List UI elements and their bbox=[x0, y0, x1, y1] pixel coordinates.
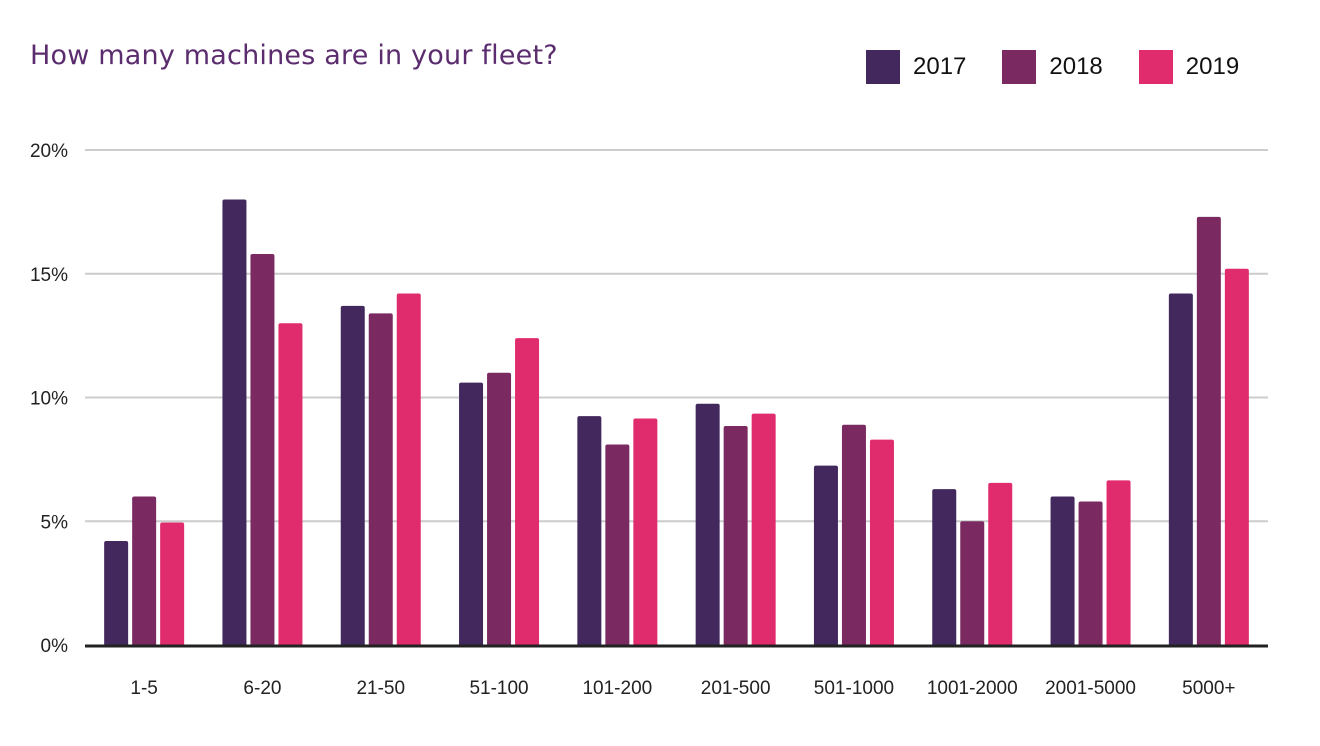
x-tick-label: 21-50 bbox=[356, 678, 405, 699]
x-tick-label: 5000+ bbox=[1182, 678, 1235, 699]
legend-item-2018: 2018 bbox=[1002, 50, 1103, 84]
legend-label-2019: 2019 bbox=[1185, 53, 1240, 80]
bar-2019-51-100 bbox=[515, 338, 540, 645]
x-tick-label: 101-200 bbox=[582, 678, 652, 699]
bar-2018-201-500 bbox=[723, 425, 748, 645]
bar-2018-6-20 bbox=[250, 253, 275, 645]
bar-2017-1-5 bbox=[104, 541, 129, 645]
y-tick-label: 10% bbox=[30, 389, 68, 410]
bar-2019-201-500 bbox=[751, 413, 776, 645]
bar-2017-6-20 bbox=[222, 199, 247, 645]
bar-2017-2001-5000 bbox=[1050, 496, 1075, 645]
bar-2019-6-20 bbox=[278, 323, 303, 645]
x-tick-label: 201-500 bbox=[701, 678, 771, 699]
chart-title: How many machines are in your fleet? bbox=[30, 40, 558, 71]
bar-2017-21-50 bbox=[340, 305, 365, 645]
legend-label-2017: 2017 bbox=[913, 53, 967, 80]
bar-2018-101-200 bbox=[605, 444, 630, 645]
bar-2019-21-50 bbox=[396, 293, 421, 645]
bar-2017-5000+ bbox=[1168, 293, 1193, 645]
bar-2019-5000+ bbox=[1224, 268, 1249, 645]
bar-2018-51-100 bbox=[487, 372, 512, 645]
legend: 2017 2018 2019 bbox=[866, 50, 1239, 84]
legend-swatch-2018 bbox=[1002, 50, 1037, 84]
bar-2017-101-200 bbox=[577, 416, 602, 645]
x-tick-label: 51-100 bbox=[469, 678, 528, 699]
x-tick-label: 2001-5000 bbox=[1045, 678, 1136, 699]
x-tick-label: 501-1000 bbox=[814, 678, 894, 699]
bar-2017-501-1000 bbox=[813, 465, 838, 645]
legend-swatch-2019 bbox=[1138, 50, 1173, 84]
y-tick-label: 15% bbox=[30, 265, 68, 286]
legend-item-2019: 2019 bbox=[1138, 50, 1240, 84]
x-tick-label: 1001-2000 bbox=[927, 678, 1018, 699]
legend-label-2018: 2018 bbox=[1049, 53, 1103, 80]
bar-2019-1-5 bbox=[160, 522, 185, 645]
bar-2017-201-500 bbox=[695, 403, 720, 645]
bar-2018-5000+ bbox=[1196, 216, 1221, 645]
bar-2019-101-200 bbox=[633, 418, 658, 645]
bar-2018-1-5 bbox=[132, 496, 157, 645]
x-tick-label: 6-20 bbox=[243, 678, 281, 699]
y-tick-label: 0% bbox=[41, 636, 69, 657]
bar-2019-501-1000 bbox=[869, 439, 894, 645]
bar-2017-1001-2000 bbox=[932, 489, 957, 645]
bar-2018-501-1000 bbox=[841, 424, 866, 645]
y-tick-label: 5% bbox=[41, 512, 69, 533]
legend-item-2017: 2017 bbox=[866, 50, 966, 84]
legend-swatch-2017 bbox=[866, 50, 900, 84]
x-tick-label: 1-5 bbox=[130, 678, 157, 699]
bar-2019-2001-5000 bbox=[1106, 480, 1131, 645]
bar-2018-1001-2000 bbox=[960, 521, 985, 645]
bar-2018-21-50 bbox=[368, 313, 393, 645]
bar-2018-2001-5000 bbox=[1078, 501, 1103, 645]
bar-2019-1001-2000 bbox=[988, 482, 1013, 645]
y-tick-label: 20% bbox=[30, 141, 68, 162]
bar-2017-51-100 bbox=[459, 382, 484, 645]
